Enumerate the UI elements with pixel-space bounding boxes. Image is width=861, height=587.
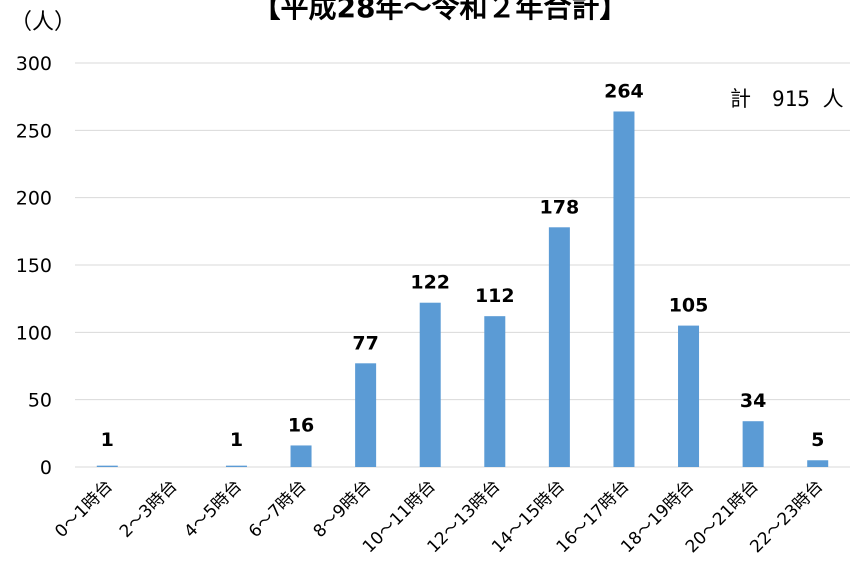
y-tick-label: 100 xyxy=(16,322,52,344)
bar xyxy=(225,465,247,467)
category-label: 4～5時台 xyxy=(180,476,246,542)
data-label: 77 xyxy=(352,332,378,354)
bar xyxy=(355,363,377,467)
x-axis-categories: 0～1時台 2～3時台 4～5時台 6～7時台 8～9時台10～11時台12～13時台1… xyxy=(51,476,827,557)
chart-title: 【平成28年～令和２年合計】 xyxy=(253,0,628,24)
category-label: 0～1時台 xyxy=(51,476,117,542)
category-label: 8～9時台 xyxy=(310,476,376,542)
data-label: 1 xyxy=(101,429,114,451)
bar xyxy=(484,316,506,467)
bar xyxy=(290,445,312,467)
y-tick-label: 0 xyxy=(40,457,52,479)
data-label: 178 xyxy=(540,196,580,218)
data-label: 16 xyxy=(288,414,314,436)
bar xyxy=(548,227,570,467)
data-label: 1 xyxy=(230,429,243,451)
data-label: 105 xyxy=(669,295,709,317)
y-tick-label: 50 xyxy=(28,390,52,412)
bar xyxy=(96,465,118,467)
data-label: 34 xyxy=(740,390,766,412)
gridlines xyxy=(75,62,850,468)
category-label: 6～7時台 xyxy=(245,476,311,542)
data-label: 122 xyxy=(410,272,450,294)
y-axis-ticks: 0 50 100 150 200 250 300 xyxy=(16,53,52,479)
bar xyxy=(613,111,635,467)
total-note: 計 915 人 xyxy=(730,87,844,111)
y-axis-unit-label: （人） xyxy=(10,10,76,35)
y-tick-label: 150 xyxy=(16,255,52,277)
y-tick-label: 200 xyxy=(16,188,52,210)
bar xyxy=(807,460,829,467)
y-tick-label: 250 xyxy=(16,120,52,142)
bar xyxy=(742,421,764,467)
y-tick-label: 300 xyxy=(16,53,52,75)
bars xyxy=(96,111,829,467)
bar xyxy=(678,325,700,467)
data-label: 112 xyxy=(475,285,515,307)
bar xyxy=(419,302,441,467)
data-labels: 1 1 16 77 122 112 178 264 105 34 5 xyxy=(101,80,825,451)
data-label: 5 xyxy=(811,429,824,451)
data-label: 264 xyxy=(604,80,644,102)
category-label: 2～3時台 xyxy=(116,476,182,542)
